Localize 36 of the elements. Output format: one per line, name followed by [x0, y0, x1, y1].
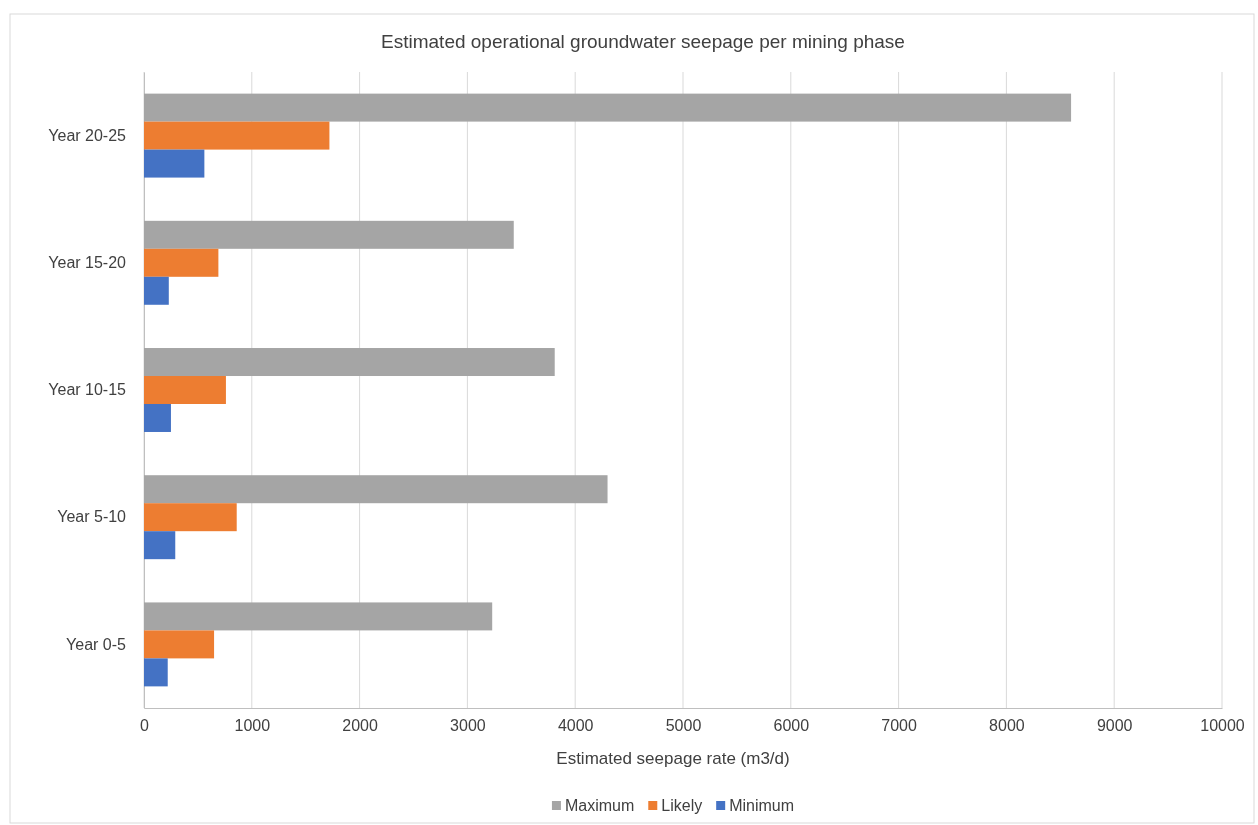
y-tick-label: Year 0-5	[66, 635, 127, 653]
bar	[144, 276, 169, 305]
bar	[144, 531, 176, 560]
x-tick-label: 5000	[665, 717, 702, 735]
bar	[144, 93, 1072, 122]
bar	[144, 376, 226, 404]
bar	[144, 475, 608, 504]
x-axis-title: Estimated seepage rate (m3/d)	[556, 749, 790, 768]
bar	[144, 403, 171, 432]
y-tick-label: Year 20-25	[48, 126, 127, 144]
x-tick-label: 6000	[773, 717, 810, 735]
bar	[144, 220, 514, 249]
x-tick-label: 3000	[450, 717, 486, 735]
bar	[144, 503, 237, 532]
bar	[144, 630, 215, 659]
chart-title: Estimated operational groundwater seepage per mining phase	[381, 31, 905, 52]
x-tick-label: 10000	[1200, 717, 1245, 735]
bar	[144, 248, 219, 277]
x-tick-label: 1000	[234, 717, 271, 735]
x-tick-label: 2000	[342, 717, 378, 735]
bar	[144, 121, 330, 150]
bar	[144, 602, 493, 631]
legend-label: Minimum	[729, 797, 795, 814]
x-tick-label: 7000	[881, 717, 917, 735]
bar	[144, 149, 205, 178]
legend-label: Likely	[661, 797, 703, 814]
legend-label: Maximum	[564, 797, 635, 814]
x-tick-label: 8000	[989, 717, 1025, 735]
bar	[144, 348, 555, 377]
y-tick-label: Year 15-20	[48, 253, 127, 271]
x-tick-label: 9000	[1096, 717, 1133, 735]
bar	[144, 658, 168, 687]
x-tick-label: 4000	[557, 717, 594, 735]
x-tick-label: 0	[140, 717, 150, 735]
y-tick-label: Year 5-10	[57, 508, 127, 526]
y-tick-label: Year 10-15	[48, 381, 127, 399]
